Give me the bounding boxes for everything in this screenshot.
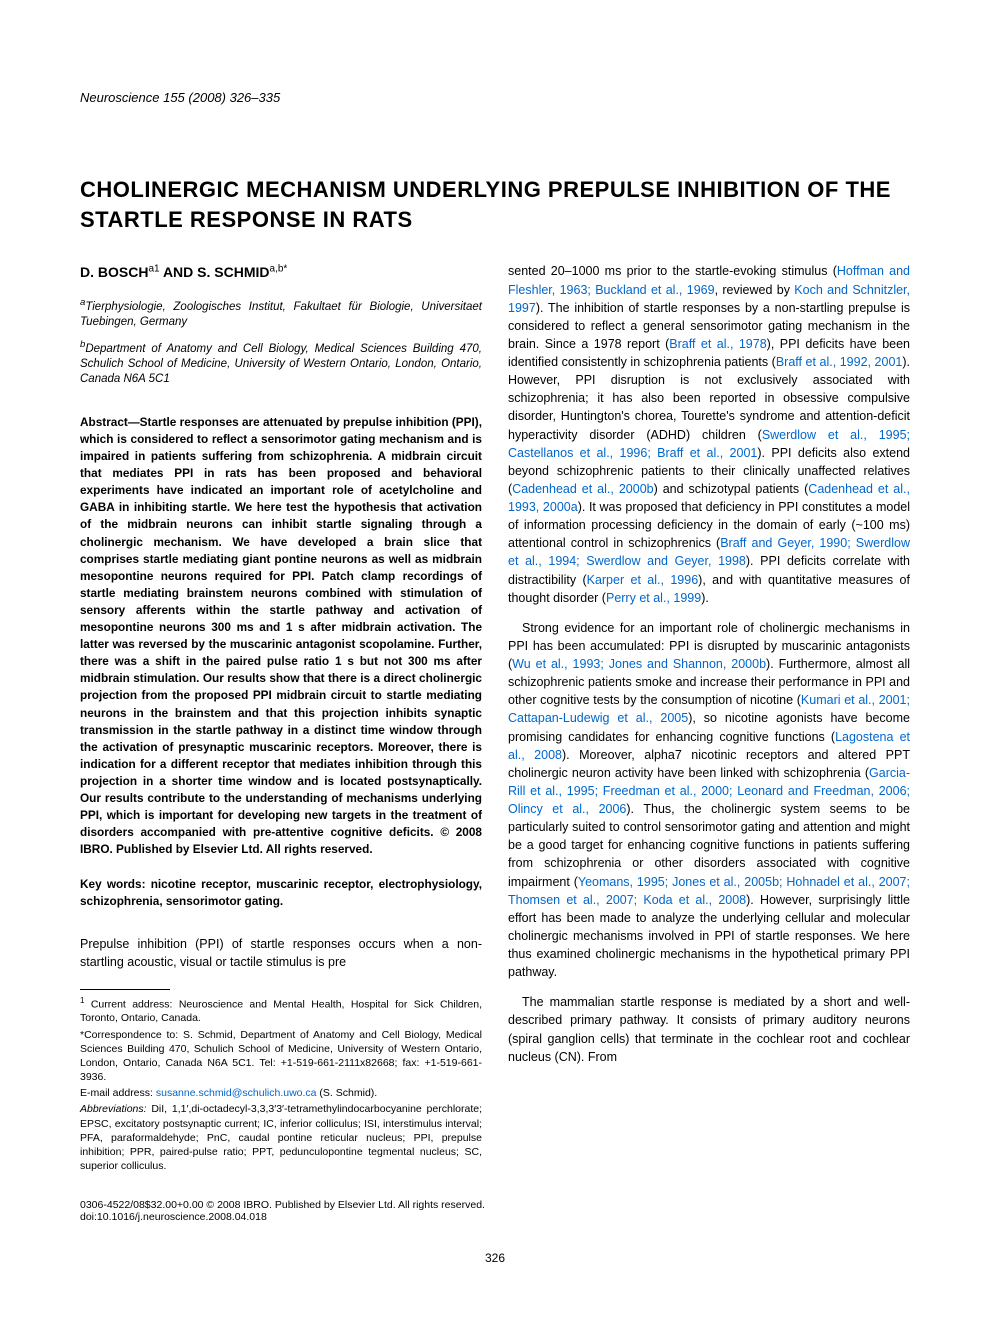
intro-right: sented 20–1000 ms prior to the startle-e… <box>508 262 910 1065</box>
email-link[interactable]: susanne.schmid@schulich.uwo.ca <box>156 1087 317 1099</box>
author-2-sup: a,b* <box>270 264 288 275</box>
doi-line: doi:10.1016/j.neuroscience.2008.04.018 <box>80 1211 910 1223</box>
p1b1: sented 20–1000 ms prior to the startle-e… <box>508 264 837 278</box>
footnote-rule <box>80 989 170 990</box>
author-line: D. BOSCHa1 AND S. SCHMIDa,b* <box>80 262 482 282</box>
intro-left: Prepulse inhibition (PPI) of startle res… <box>80 935 482 971</box>
footnote-email-suffix: (S. Schmid). <box>317 1087 378 1099</box>
abstract-body: Startle responses are attenuated by prep… <box>80 415 482 856</box>
ref-karper[interactable]: Karper et al., 1996 <box>587 573 699 587</box>
two-column-layout: D. BOSCHa1 AND S. SCHMIDa,b* aTierphysio… <box>80 262 910 1175</box>
article-title: CHOLINERGIC MECHANISM UNDERLYING PREPULS… <box>80 175 910 234</box>
left-column: D. BOSCHa1 AND S. SCHMIDa,b* aTierphysio… <box>80 262 482 1175</box>
footnote-email-label: E-mail address: <box>80 1087 156 1099</box>
copyright-line: 0306-4522/08$32.00+0.00 © 2008 IBRO. Pub… <box>80 1199 910 1211</box>
keywords: Key words: nicotine receptor, muscarinic… <box>80 876 482 910</box>
p1b7: ) and schizotypal patients ( <box>654 482 809 496</box>
intro-p1-left: Prepulse inhibition (PPI) of startle res… <box>80 935 482 971</box>
p1b11: ). <box>701 591 709 605</box>
ref-braff-1992[interactable]: Braff et al., 1992, 2001 <box>776 355 903 369</box>
ref-braff-1978[interactable]: Braff et al., 1978 <box>669 337 766 351</box>
right-column: sented 20–1000 ms prior to the startle-e… <box>508 262 910 1175</box>
journal-page: Neuroscience 155 (2008) 326–335 CHOLINER… <box>0 0 990 1325</box>
affiliation-b-text: Department of Anatomy and Cell Biology, … <box>80 342 482 385</box>
p2d: ). Moreover, alpha7 nicotinic receptors … <box>508 748 910 780</box>
affiliation-a: aTierphysiologie, Zoologisches Institut,… <box>80 297 482 331</box>
footnote-1-text: Current address: Neuroscience and Mental… <box>80 998 482 1024</box>
affiliations: aTierphysiologie, Zoologisches Institut,… <box>80 297 482 388</box>
ref-wu[interactable]: Wu et al., 1993; Jones and Shannon, 2000… <box>512 657 766 671</box>
abstract: Abstract—Startle responses are attenuate… <box>80 414 482 858</box>
abbrev-label: Abbreviations: <box>80 1103 147 1115</box>
intro-p2: Strong evidence for an important role of… <box>508 619 910 982</box>
footnote-1: 1 Current address: Neuroscience and Ment… <box>80 996 482 1026</box>
footnote-email: E-mail address: susanne.schmid@schulich.… <box>80 1086 482 1100</box>
footnotes: 1 Current address: Neuroscience and Ment… <box>80 996 482 1174</box>
footnote-correspondence: *Correspondence to: S. Schmid, Departmen… <box>80 1028 482 1085</box>
ref-cadenhead-2000b[interactable]: Cadenhead et al., 2000b <box>512 482 653 496</box>
p1b2: , reviewed by <box>715 283 795 297</box>
author-and: AND S. SCHMID <box>160 264 270 280</box>
affiliation-b: bDepartment of Anatomy and Cell Biology,… <box>80 339 482 388</box>
affiliation-a-text: Tierphysiologie, Zoologisches Institut, … <box>80 301 482 329</box>
abstract-label: Abstract— <box>80 415 140 429</box>
ref-perry[interactable]: Perry et al., 1999 <box>606 591 701 605</box>
intro-p1-right: sented 20–1000 ms prior to the startle-e… <box>508 262 910 606</box>
running-head: Neuroscience 155 (2008) 326–335 <box>80 90 910 105</box>
author-1-sup: a1 <box>148 264 159 275</box>
keywords-label: Key words: <box>80 877 151 891</box>
page-number: 326 <box>80 1251 910 1265</box>
intro-p3: The mammalian startle response is mediat… <box>508 993 910 1066</box>
footnote-abbreviations: Abbreviations: DiI, 1,1′,di-octadecyl-3,… <box>80 1102 482 1173</box>
author-1: D. BOSCH <box>80 264 148 280</box>
